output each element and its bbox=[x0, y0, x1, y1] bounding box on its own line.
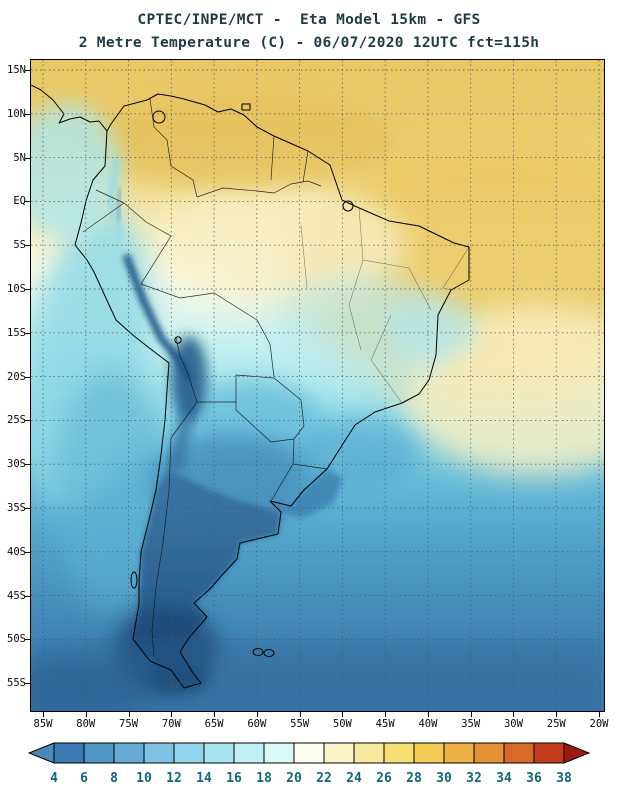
colorbar-segment bbox=[443, 742, 475, 764]
map-area: 15N 10N 5N EQ 5S 10S 15S 20S 25S 30S 35S 40S 45S 50S 5… bbox=[0, 57, 618, 735]
colorbar-segment bbox=[503, 742, 535, 764]
lon-label: 30W bbox=[503, 718, 523, 730]
colorbar-tick-label: 30 bbox=[436, 771, 452, 786]
lat-label: 5N bbox=[13, 151, 26, 164]
lon-label: 40W bbox=[418, 718, 438, 730]
lon-label: 80W bbox=[76, 718, 96, 730]
colorbar-segment bbox=[203, 742, 235, 764]
colorbar-segment bbox=[83, 742, 115, 764]
colorbar-tick-label: 20 bbox=[286, 771, 302, 786]
colorbar-tick-label: 38 bbox=[556, 771, 572, 786]
colorbar-tick-label: 18 bbox=[256, 771, 272, 786]
colorbar-segment bbox=[473, 742, 505, 764]
colorbar-tick-label: 32 bbox=[466, 771, 482, 786]
colorbar-segment bbox=[413, 742, 445, 764]
lon-label: 45W bbox=[375, 718, 395, 730]
temperature-field-map bbox=[31, 60, 604, 711]
header: CPTEC/INPE/MCT - Eta Model 15km - GFS 2 … bbox=[0, 0, 618, 55]
colorbar-tick-label: 24 bbox=[346, 771, 362, 786]
lon-tick bbox=[85, 712, 87, 717]
colorbar-tick-label: 12 bbox=[166, 771, 182, 786]
marajo-island bbox=[342, 200, 354, 212]
colorbar-tick-label: 36 bbox=[526, 771, 542, 786]
colorbar-arrow-left bbox=[27, 742, 55, 764]
lon-label: 50W bbox=[332, 718, 352, 730]
colorbar-tick-label: 26 bbox=[376, 771, 392, 786]
lon-tick bbox=[43, 712, 44, 717]
lat-label: 15N bbox=[7, 64, 26, 76]
trinidad-island bbox=[241, 103, 251, 111]
lon-tick bbox=[299, 712, 301, 717]
lat-label: 50S bbox=[7, 633, 26, 646]
colorbar-segment bbox=[173, 742, 205, 764]
colorbar-arrow-right bbox=[563, 742, 591, 764]
lon-label: 55W bbox=[290, 718, 310, 730]
colorbar-segment bbox=[353, 742, 385, 764]
lat-label: 5S bbox=[13, 239, 26, 252]
lat-label: 20S bbox=[7, 370, 26, 383]
lat-label: 35S bbox=[7, 502, 26, 514]
colorbar-scale: 4 6 8 10 12 14 16 18 20 22 24 26 28 30 32 34 36 38 bbox=[27, 742, 591, 786]
lat-label: 25S bbox=[7, 414, 26, 427]
lat-label: 10S bbox=[7, 283, 26, 295]
lon-tick bbox=[128, 712, 130, 717]
colorbar-segment bbox=[323, 742, 355, 764]
lon-tick bbox=[171, 712, 173, 717]
lake-titicaca bbox=[174, 336, 182, 344]
colorbar-tick-label: 34 bbox=[496, 771, 512, 786]
colorbar-segment bbox=[293, 742, 325, 764]
lat-label: 40S bbox=[7, 545, 26, 558]
colorbar-tick-label: 4 bbox=[50, 771, 58, 786]
lon-label: 60W bbox=[247, 718, 267, 730]
title-line2: 2 Metre Temperature (C) - 06/07/2020 12U… bbox=[78, 35, 540, 51]
lon-tick bbox=[342, 712, 344, 717]
lon-label: 70W bbox=[161, 718, 181, 730]
map-frame bbox=[30, 59, 605, 712]
lon-label: 20W bbox=[589, 718, 609, 730]
falkland-east bbox=[263, 649, 275, 657]
lon-tick bbox=[385, 712, 387, 717]
lon-tick bbox=[214, 712, 216, 717]
falkland-west bbox=[252, 648, 264, 656]
lon-tick bbox=[599, 712, 600, 717]
lat-label: EQ bbox=[13, 195, 26, 208]
lon-label: 25W bbox=[546, 718, 566, 730]
title-line1: CPTEC/INPE/MCT - Eta Model 15km - GFS bbox=[137, 12, 481, 28]
lat-label: 45S bbox=[7, 589, 26, 602]
lon-tick bbox=[427, 712, 429, 717]
lon-tick bbox=[256, 712, 258, 717]
colorbar: 4 6 8 10 12 14 16 18 20 22 24 26 28 30 32 34 36 38 bbox=[27, 741, 591, 791]
colorbar-segment bbox=[383, 742, 415, 764]
colorbar-tick-label: 22 bbox=[316, 771, 332, 786]
lake-maracaibo bbox=[152, 110, 166, 124]
colorbar-segment bbox=[263, 742, 295, 764]
lon-label: 75W bbox=[119, 718, 139, 730]
state-borders bbox=[300, 207, 470, 404]
lon-tick bbox=[470, 712, 472, 717]
lon-tick bbox=[513, 712, 515, 717]
colorbar-tick-label: 10 bbox=[136, 771, 152, 786]
colorbar-tick-label: 16 bbox=[226, 771, 242, 786]
colorbar-segment bbox=[533, 742, 565, 764]
lon-label: 85W bbox=[33, 718, 53, 730]
lon-label: 65W bbox=[204, 718, 224, 730]
lat-label: 15S bbox=[7, 326, 26, 339]
colorbar-segment bbox=[143, 742, 175, 764]
lat-label: 30S bbox=[7, 458, 26, 471]
chiloe-island bbox=[130, 571, 138, 589]
colorbar-segment bbox=[113, 742, 145, 764]
lon-tick bbox=[556, 712, 558, 717]
colorbar-tick-label: 28 bbox=[406, 771, 422, 786]
lat-label: 10N bbox=[7, 107, 26, 120]
colorbar-tick-label: 6 bbox=[80, 771, 88, 786]
colorbar-segment bbox=[53, 742, 85, 764]
colorbar-tick-label: 8 bbox=[110, 771, 118, 786]
colorbar-segment bbox=[233, 742, 265, 764]
lat-label: 55S bbox=[7, 677, 26, 690]
colorbar-tick-label: 14 bbox=[196, 771, 212, 786]
lon-label: 35W bbox=[461, 718, 481, 730]
grid-lines bbox=[31, 60, 604, 711]
